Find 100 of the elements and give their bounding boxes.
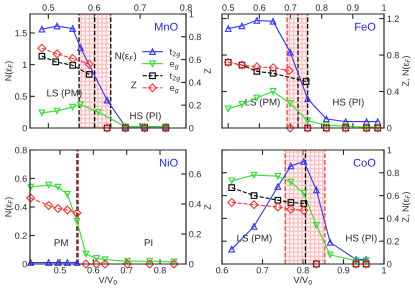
x-tick-label: 0.6 <box>87 267 100 274</box>
point <box>74 259 80 266</box>
y-tick-label: 0 <box>22 124 27 132</box>
x-tick-label: 0.7 <box>256 267 268 274</box>
point <box>68 54 78 63</box>
y2-tick-label: 1.2 <box>387 16 399 22</box>
point <box>302 78 310 85</box>
y2-tick-label: 0.2 <box>189 230 201 238</box>
point <box>102 256 108 264</box>
point <box>254 68 260 75</box>
x-axis-title: V/V$_{0}$ <box>98 276 117 285</box>
point <box>224 25 232 32</box>
point <box>54 108 60 114</box>
point <box>124 258 131 264</box>
point <box>299 206 308 215</box>
point <box>64 190 71 198</box>
y2-axis-title: Z, N(ε$_{F}$) <box>402 56 411 86</box>
point <box>250 172 258 178</box>
point <box>64 259 71 266</box>
point <box>304 95 312 102</box>
x-tick-label: 0.7 <box>134 4 146 11</box>
point <box>45 259 52 266</box>
point <box>104 96 110 104</box>
point <box>270 88 276 95</box>
x-tick-label: 0.6 <box>88 4 100 11</box>
point <box>54 184 62 190</box>
text: MnO <box>155 22 178 31</box>
y2-tick-label: 0 <box>387 124 392 132</box>
point <box>54 204 62 213</box>
legend-label: e$_{g}$ <box>170 86 179 94</box>
point <box>342 118 350 125</box>
x-axis-title: V/V$_{0}$ <box>294 276 312 285</box>
point <box>227 198 236 207</box>
point <box>250 223 258 230</box>
point <box>27 184 34 190</box>
point <box>170 258 178 266</box>
annotation: HS (PI) <box>333 98 364 108</box>
point <box>300 158 308 165</box>
legend-label: t$_{2g}$ <box>170 73 180 82</box>
point <box>313 222 320 229</box>
point <box>74 218 80 225</box>
point <box>326 252 334 258</box>
point <box>304 117 312 124</box>
y-tick-label: 0.6 <box>15 175 27 182</box>
y-axis-title: N(ε$_{F}$) <box>4 61 14 81</box>
point <box>228 246 236 253</box>
point <box>228 177 236 184</box>
point <box>288 162 294 170</box>
point <box>270 18 276 25</box>
text: CoO <box>354 158 376 167</box>
point <box>288 199 294 206</box>
y-tick-label: 0 <box>22 260 27 268</box>
point <box>274 196 282 204</box>
point <box>82 250 90 258</box>
point <box>26 194 36 202</box>
x-tick-label: 0.7 <box>120 267 132 274</box>
y-axis-title: N(ε$_{F}$) <box>4 197 14 217</box>
point <box>100 260 110 268</box>
point <box>77 101 84 108</box>
y2-axis-title: Z, N(ε$_{F}$) <box>402 192 411 222</box>
point <box>286 100 294 107</box>
y2-tick-label: 0.6 <box>189 170 201 178</box>
point <box>274 183 282 190</box>
annotation: PI <box>144 239 152 246</box>
x-tick-label: 0.8 <box>154 267 166 274</box>
point <box>300 190 308 197</box>
y2-tick-label: 0.4 <box>189 79 202 86</box>
annotation: HS (PI) <box>346 234 377 244</box>
y-tick-label: 1.5 <box>15 30 27 36</box>
x-tick-label: 0.8 <box>316 4 328 11</box>
point <box>84 60 94 69</box>
y2-tick-label: 0.4 <box>387 215 400 222</box>
y2-tick-label: 0.8 <box>387 52 399 58</box>
annotation: PM <box>54 239 68 246</box>
point <box>313 186 320 194</box>
point <box>145 260 154 268</box>
point <box>82 260 90 268</box>
legend-label: e$_{g}$ <box>170 62 179 70</box>
point <box>238 22 246 30</box>
point <box>146 258 153 264</box>
y2-axis-title: Z <box>204 68 211 74</box>
y-tick-label: 0.5 <box>15 93 27 100</box>
point <box>37 44 46 53</box>
y2-tick-label: 0.6 <box>189 56 201 63</box>
annotation: LS (PM) <box>47 89 82 98</box>
point <box>38 26 46 33</box>
y2-tick-label: 1 <box>387 147 392 154</box>
point <box>274 172 282 180</box>
point <box>238 100 246 108</box>
point <box>286 124 295 132</box>
y2-tick-label: 0 <box>387 260 392 268</box>
y2-tick-label: 0 <box>189 260 194 268</box>
point <box>69 104 76 110</box>
point <box>323 122 330 129</box>
point <box>38 52 46 60</box>
point <box>45 182 52 188</box>
point <box>374 118 382 125</box>
x-tick-label: 0.6 <box>216 267 228 274</box>
y-tick-label: 1 <box>22 62 27 68</box>
y2-tick-label: 0.2 <box>387 238 399 245</box>
